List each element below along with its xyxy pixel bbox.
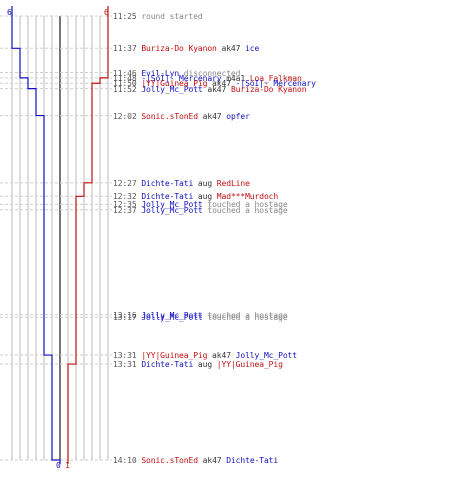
log-entry: 13:16 Jolly_Mc_Pott touched a hostage [113,311,288,320]
blue-end-count: 0 [56,461,61,470]
player-name: Loa_Falkman [249,73,302,83]
log-timestamp: 11:25 [113,12,142,21]
log-timestamp: 11:52 [113,84,142,94]
log-entry: 12:37 Jolly_Mc_Pott touched a hostage [113,206,288,215]
log-text: ak47 [207,351,236,361]
log-timestamp: 13:31 [113,360,142,370]
log-entry: 12:35 Jolly_Mc_Pott touched a hostage [113,200,288,209]
log-entry: 13:31 |YY|Guinea_Pig ak47 Jolly_Mc_Pott [113,351,297,360]
timeline-grid [11,16,109,460]
log-text: ak47 [197,111,227,121]
log-text: ak47 [216,44,246,54]
score-timeline-chart [0,6,112,464]
log-text: touched a hostage [202,313,288,323]
log-timestamp: 13:31 [113,351,142,361]
player-name: Jolly_Mc_Pott [141,200,203,210]
log-timestamp: 12:35 [113,200,142,210]
player-name: Jolly_Mc_Pott [235,351,297,361]
player-name: Buriza-Do Kyanon [141,44,217,54]
log-text: touched a hostage [202,205,288,215]
player-name: Dichte-Tati [141,178,194,188]
player-name: Jolly_Mc_Pott [141,205,203,215]
player-name: RedLine [216,178,250,188]
log-text: m4a1 [221,73,250,83]
log-entry: 12:27 Dichte-Tati aug RedLine [113,179,250,188]
player-name: Buriza-Do Kyanon [230,84,307,94]
player-name: Mad***Murdoch [216,192,279,202]
log-entry: 13:31 Dichte-Tati aug |YY|Guinea_Pig [113,360,283,369]
player-name: Jolly_Mc_Pott [141,84,203,94]
player-name: ice [245,44,260,54]
log-timestamp: 14:10 [113,456,142,465]
log-text: ak47 [202,84,231,94]
player-name: -|SoI|- Mercenary [141,73,222,83]
player-name: |YY|Guinea_Pig [216,360,283,370]
log-entry: 11:37 Buriza-Do Kyanon ak47 ice [113,44,259,53]
log-text: ak47 [197,456,227,465]
log-text: disconnected [179,68,241,78]
blue-start-count: 6 [7,8,12,17]
player-name: Sonic.sTonEd [141,111,198,121]
player-name: opfer [226,111,250,121]
log-timestamp: 12:32 [113,192,142,202]
log-timestamp: 13:16 [113,310,142,320]
log-text: aug [193,360,217,370]
player-name: Jolly_Mc_Pott [141,313,203,323]
log-text: round started [141,12,203,21]
red-start-count: 6 [104,8,109,17]
log-timestamp: 11:46 [113,68,142,78]
log-entry: 14:10 Sonic.sTonEd ak47 Dichte-Tati [113,456,278,465]
log-entry: 11:46 Evil-Lyn disconnected [113,69,240,78]
player-name: -|SoI|- Mercenary [235,79,316,89]
log-entry: 13:17 Jolly_Mc_Pott touched a hostage [113,313,288,322]
log-text: ak47 [207,79,236,89]
log-entry: 11:48 -|SoI|- Mercenary m4a1 Loa_Falkman [113,74,302,83]
red-team-score-line [67,6,109,464]
blue-team-score-line [11,6,61,464]
player-name: Evil-Lyn [141,68,180,78]
log-timestamp: 11:50 [113,79,142,89]
log-entry: 11:50 |YY|Guinea_Pig ak47 -|SoI|- Mercen… [113,79,316,88]
log-entry: 11:52 Jolly_Mc_Pott ak47 Buriza-Do Kyano… [113,84,307,94]
log-timestamp: 13:17 [113,313,142,323]
log-text: touched a hostage [202,200,288,210]
log-timestamp: 12:27 [113,178,142,188]
log-timestamp: 12:37 [113,205,142,215]
log-timestamp: 12:02 [113,111,142,121]
log-timestamp: 11:48 [113,73,142,83]
log-text: aug [193,178,217,188]
player-name: Jolly_Mc_Pott [141,310,203,320]
red-end-count: 1 [65,461,70,470]
log-text: aug [193,192,217,202]
player-name: Sonic.sTonEd [141,456,198,465]
player-name: |YY|Guinea_Pig [141,79,208,89]
log-entry: 11:25 round started [113,12,203,21]
player-name: Dichte-Tati [226,456,279,465]
player-name: Dichte-Tati [141,360,194,370]
player-name: Dichte-Tati [141,192,194,202]
log-text: touched a hostage [202,310,288,320]
log-entry: 12:02 Sonic.sTonEd ak47 opfer [113,112,250,121]
event-dash-lines [0,15,112,461]
log-entry: 12:32 Dichte-Tati aug Mad***Murdoch [113,192,278,201]
log-timestamp: 11:37 [113,44,142,54]
player-name: |YY|Guinea_Pig [141,351,208,361]
